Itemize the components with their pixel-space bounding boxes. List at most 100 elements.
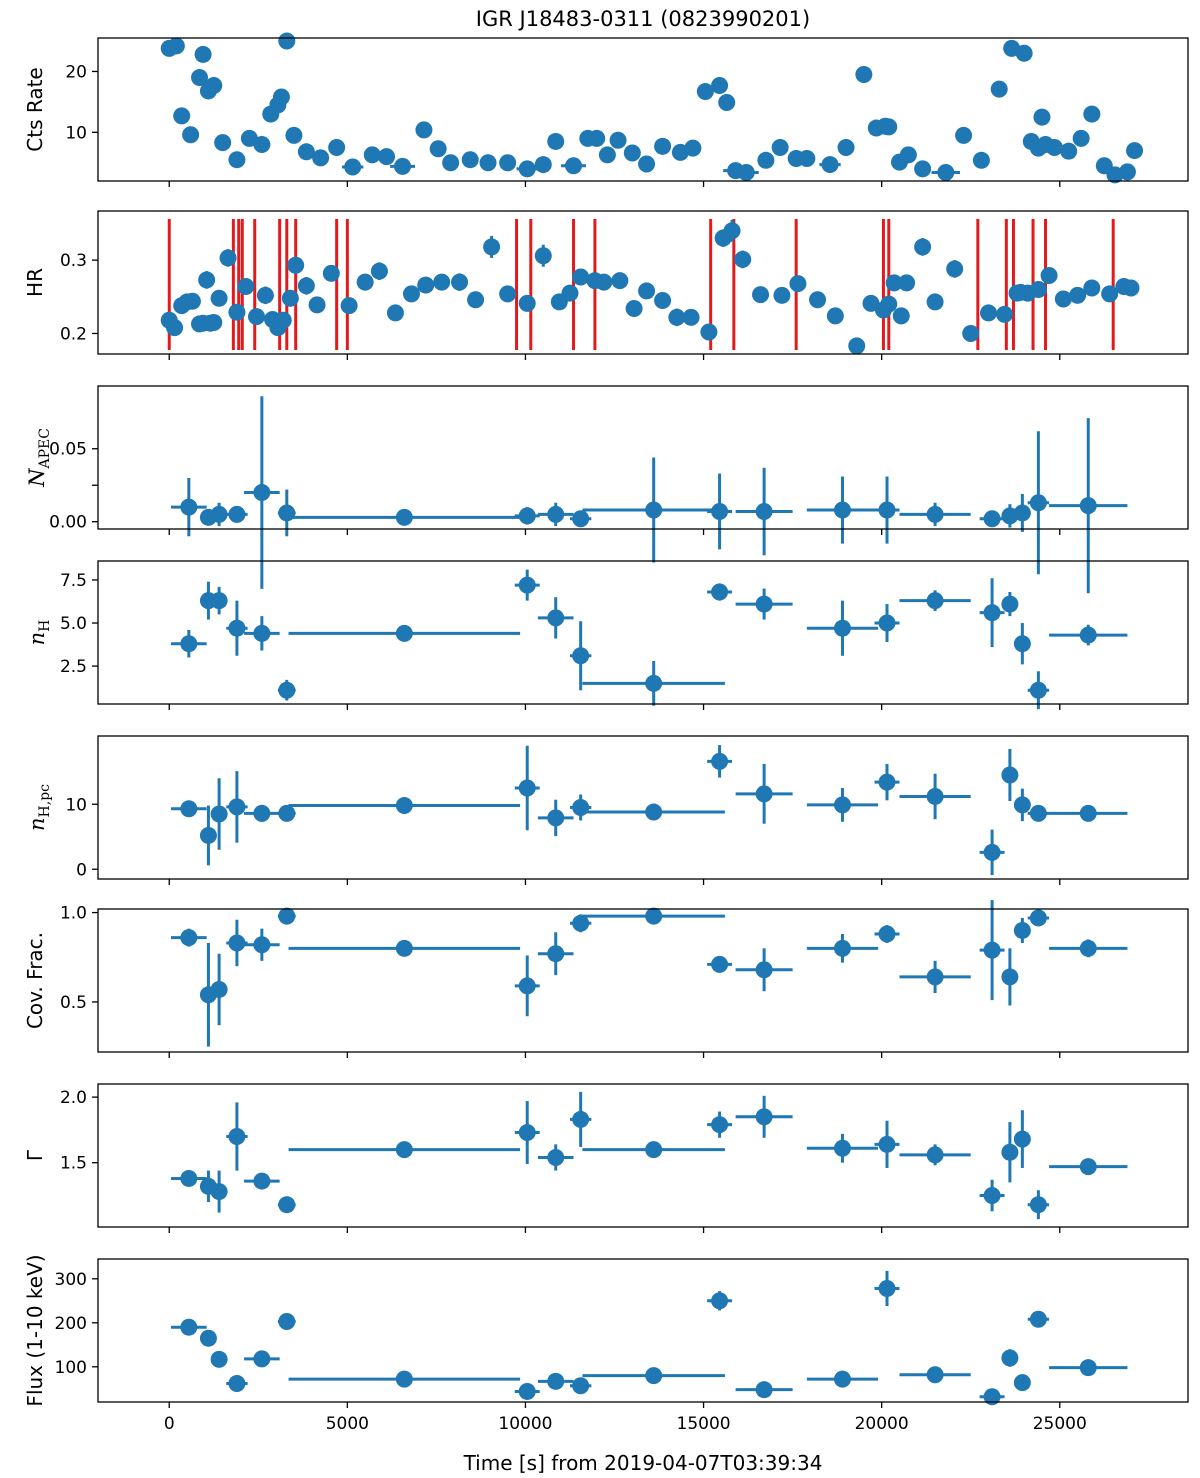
data-point bbox=[700, 323, 718, 341]
data-point bbox=[862, 294, 880, 312]
data-point bbox=[180, 635, 198, 653]
data-point bbox=[278, 1312, 296, 1330]
data-point bbox=[394, 157, 412, 175]
y-tick-label: 0 bbox=[76, 860, 87, 880]
data-point bbox=[755, 502, 773, 520]
data-point bbox=[272, 88, 290, 106]
data-point bbox=[833, 619, 851, 637]
data-point bbox=[773, 286, 791, 304]
data-point bbox=[926, 505, 944, 523]
data-point bbox=[572, 647, 590, 665]
data-point bbox=[645, 1367, 663, 1385]
data-point bbox=[990, 80, 1008, 98]
data-point bbox=[253, 936, 271, 954]
data-point bbox=[228, 151, 246, 169]
data-point bbox=[1013, 921, 1031, 939]
data-point bbox=[848, 337, 866, 355]
data-point bbox=[199, 1329, 217, 1347]
data-point bbox=[1015, 44, 1033, 62]
data-point bbox=[228, 303, 246, 321]
data-point bbox=[1079, 626, 1097, 644]
data-point bbox=[228, 934, 246, 952]
data-point bbox=[926, 1146, 944, 1164]
data-point bbox=[1033, 108, 1051, 126]
x-tick-label: 5000 bbox=[326, 1414, 369, 1434]
panel-6: 0.5 1.0 Cov. Frac. bbox=[23, 900, 1189, 1058]
y-tick-label: 2.0 bbox=[60, 1088, 87, 1108]
data-point bbox=[395, 624, 413, 642]
data-point bbox=[757, 151, 775, 169]
data-point bbox=[980, 304, 998, 322]
y-tick-label: 0.00 bbox=[49, 513, 87, 533]
data-point bbox=[278, 907, 296, 925]
data-point bbox=[1072, 129, 1090, 147]
data-point bbox=[684, 139, 702, 157]
data-point bbox=[1001, 968, 1019, 986]
data-point bbox=[572, 914, 590, 932]
data-point bbox=[210, 1183, 228, 1201]
data-point bbox=[518, 576, 536, 594]
y-tick-label: 2.5 bbox=[60, 657, 87, 677]
data-point bbox=[755, 1108, 773, 1126]
data-point bbox=[1079, 1359, 1097, 1377]
data-point bbox=[654, 137, 672, 155]
data-point bbox=[253, 1172, 271, 1190]
data-point bbox=[638, 155, 656, 173]
panel-5: 0 10 nH,pc bbox=[25, 735, 1189, 885]
data-point bbox=[219, 249, 237, 267]
data-point bbox=[274, 311, 292, 329]
data-point bbox=[547, 132, 565, 150]
data-point bbox=[518, 977, 536, 995]
data-point bbox=[1013, 796, 1031, 814]
data-point bbox=[1013, 635, 1031, 653]
data-point bbox=[534, 156, 552, 174]
data-point bbox=[1029, 681, 1047, 699]
data-point bbox=[183, 292, 201, 310]
data-point bbox=[253, 1350, 271, 1368]
data-point bbox=[972, 151, 990, 169]
data-point bbox=[429, 140, 447, 158]
panel-frame bbox=[97, 1083, 1189, 1228]
data-point bbox=[561, 284, 579, 302]
y-tick-label: 10 bbox=[65, 795, 87, 815]
data-point bbox=[297, 277, 315, 295]
y-axis-label: nH,pc bbox=[25, 784, 53, 831]
data-point bbox=[755, 961, 773, 979]
y-axis-label: nH bbox=[25, 620, 53, 646]
data-point bbox=[547, 505, 565, 523]
data-point bbox=[205, 76, 223, 94]
data-point bbox=[899, 146, 917, 164]
data-point bbox=[711, 752, 729, 770]
data-point bbox=[417, 276, 435, 294]
data-point bbox=[1079, 804, 1097, 822]
data-point bbox=[395, 939, 413, 957]
data-point bbox=[228, 1375, 246, 1393]
data-point bbox=[370, 262, 388, 280]
data-point bbox=[711, 955, 729, 973]
data-point bbox=[1001, 595, 1019, 613]
y-axis-label: Flux (1-10 keV) bbox=[23, 1254, 47, 1406]
data-point bbox=[415, 121, 433, 139]
data-point bbox=[1122, 279, 1140, 297]
x-axis-label: Time [s] from 2019-04-07T03:39:34 bbox=[463, 1451, 823, 1475]
data-point bbox=[588, 129, 606, 147]
data-point bbox=[926, 968, 944, 986]
data-point bbox=[1079, 497, 1097, 515]
data-point bbox=[598, 146, 616, 164]
x-tick-label: 15000 bbox=[677, 1414, 731, 1434]
data-point bbox=[518, 507, 536, 525]
data-point bbox=[308, 296, 326, 314]
data-point bbox=[534, 247, 552, 265]
data-point bbox=[278, 32, 296, 50]
data-point bbox=[1001, 1349, 1019, 1367]
y-tick-label: 300 bbox=[55, 1270, 87, 1290]
data-point bbox=[442, 154, 460, 172]
data-point bbox=[898, 274, 916, 292]
data-point bbox=[547, 1372, 565, 1390]
data-point bbox=[499, 285, 517, 303]
data-point bbox=[880, 295, 898, 313]
data-point bbox=[755, 595, 773, 613]
data-point bbox=[755, 1381, 773, 1399]
y-tick-label: 10 bbox=[65, 123, 87, 143]
data-point bbox=[625, 300, 643, 318]
